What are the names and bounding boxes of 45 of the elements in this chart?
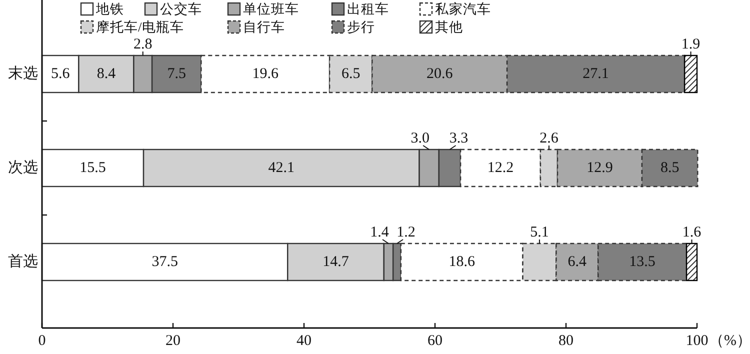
category: 末选	[8, 66, 38, 82]
legend-label: 摩托车/电瓶车	[96, 20, 184, 34]
label: 12.9	[586, 160, 613, 176]
label: 7.5	[167, 66, 186, 82]
category: 次选	[8, 160, 38, 176]
legend-label: 公交车	[160, 2, 202, 16]
label: 19.6	[252, 66, 278, 82]
label: 6.5	[341, 66, 360, 82]
tick: 80	[558, 333, 574, 349]
label: 37.5	[152, 254, 178, 270]
label: 1.4	[370, 224, 389, 240]
label: 3.3	[449, 130, 468, 146]
legend-label: 私家汽车	[435, 2, 491, 16]
tick: 20	[166, 333, 180, 349]
legend-label: 地铁	[96, 2, 124, 16]
legend-label: 出租车	[347, 2, 389, 16]
label: 15.5	[80, 160, 106, 176]
label: 3.0	[410, 130, 430, 146]
tick: 60	[428, 333, 442, 349]
label: 27.1	[582, 66, 609, 82]
label: 5.1	[530, 224, 549, 240]
category: 首选	[8, 254, 38, 270]
legend-label: 单位班车	[243, 2, 299, 16]
label: 18.6	[448, 254, 475, 270]
xlabel: （%）	[709, 333, 750, 349]
label: 2.6	[540, 130, 558, 146]
label: 1.2	[396, 224, 416, 240]
label: 8.5	[660, 160, 680, 176]
label: 5.6	[50, 66, 70, 82]
label: 12.2	[487, 160, 514, 176]
label: 1.9	[681, 36, 700, 52]
label: 14.7	[322, 254, 349, 270]
label: 42.1	[268, 160, 295, 176]
label: 8.4	[96, 66, 116, 82]
label: 2.8	[134, 36, 152, 52]
legend-label: 步行	[347, 20, 375, 34]
label: 13.5	[629, 254, 656, 270]
label: 6.4	[568, 254, 586, 270]
tick: 100	[686, 333, 708, 349]
legend-label: 自行车	[243, 20, 285, 34]
tick: 40	[296, 333, 312, 349]
legend-label: 其他	[435, 20, 463, 34]
label: 20.6	[426, 66, 453, 82]
tick: 0	[38, 333, 46, 349]
label: 1.6	[682, 224, 702, 240]
